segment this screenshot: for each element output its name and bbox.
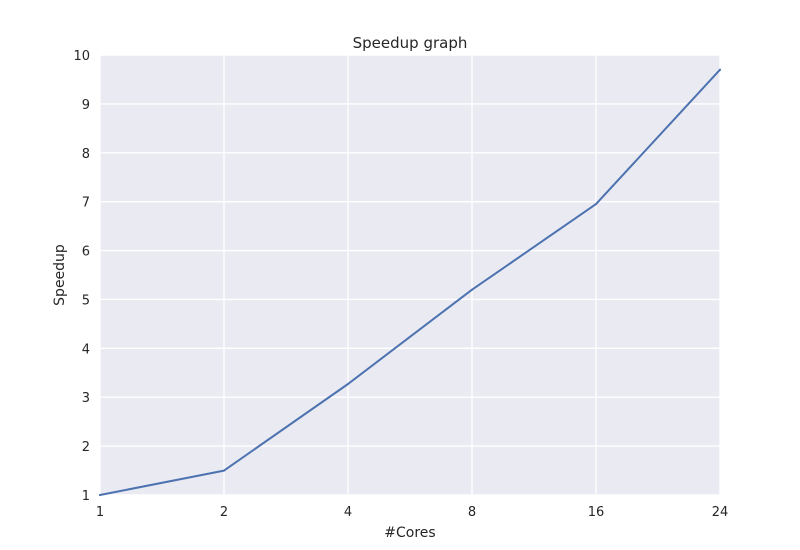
x-tick-label: 8 <box>468 505 476 520</box>
data-point <box>719 68 721 71</box>
data-point <box>595 203 597 206</box>
data-point <box>471 288 473 291</box>
x-tick-label: 2 <box>220 505 228 520</box>
chart-title: Speedup graph <box>353 34 468 52</box>
y-tick-label: 4 <box>82 342 90 357</box>
y-tick-label: 9 <box>82 98 90 113</box>
y-tick-label: 7 <box>82 196 90 211</box>
y-tick-label: 2 <box>82 440 90 455</box>
x-tick-label: 24 <box>712 505 729 520</box>
y-tick-label: 10 <box>73 49 90 64</box>
y-axis-label: Speedup <box>52 244 68 306</box>
x-tick-label: 16 <box>588 505 605 520</box>
y-axis-ticks: 1 2 3 4 5 6 7 8 9 10 <box>73 49 90 504</box>
x-axis-label: #Cores <box>384 525 435 541</box>
y-tick-label: 5 <box>82 293 90 308</box>
x-tick-label: 1 <box>96 505 104 520</box>
series-layer <box>99 68 721 496</box>
grid-lines <box>99 54 721 496</box>
y-tick-label: 6 <box>82 245 90 260</box>
x-axis-ticks: 1 2 4 8 16 24 <box>96 505 728 520</box>
data-point <box>99 494 101 496</box>
data-point <box>223 469 225 472</box>
y-tick-label: 8 <box>82 147 90 162</box>
plot-area <box>100 55 720 495</box>
data-point <box>347 383 349 385</box>
y-tick-label: 1 <box>82 489 90 504</box>
y-tick-label: 3 <box>82 391 90 406</box>
x-tick-label: 4 <box>344 505 352 520</box>
series-line <box>99 68 721 496</box>
